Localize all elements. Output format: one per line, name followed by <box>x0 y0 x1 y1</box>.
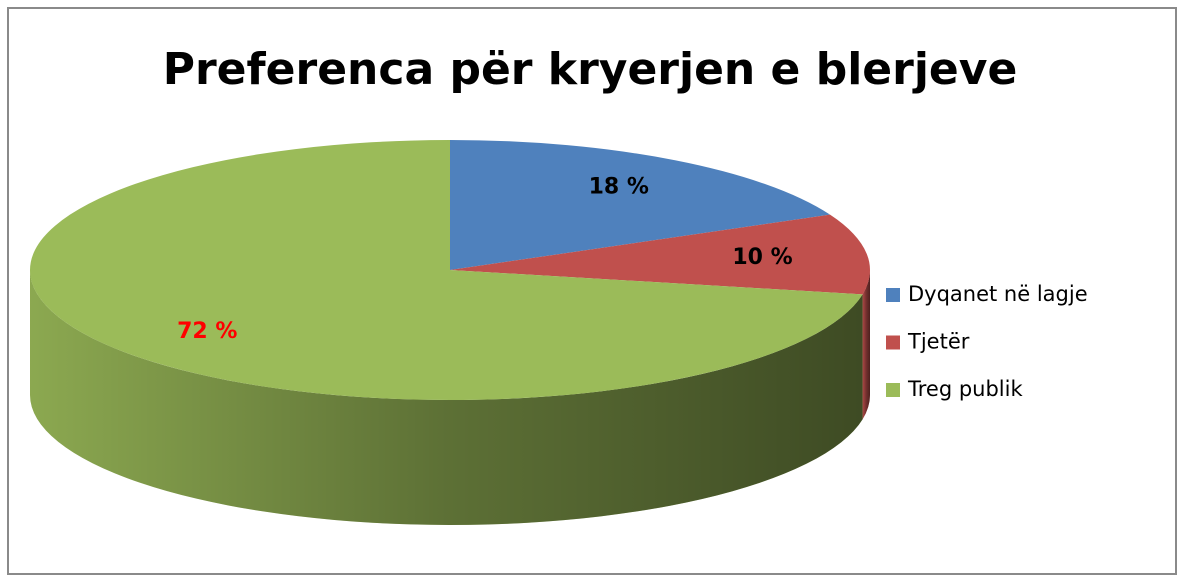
data-label: 10 % <box>732 245 792 270</box>
slice <box>29 140 863 400</box>
slice-side-shade <box>30 270 863 526</box>
slice-side-shade <box>862 270 870 420</box>
legend-label: Treg publik <box>907 377 1023 401</box>
legend-swatch <box>886 288 900 302</box>
legend-swatch <box>886 335 900 350</box>
data-label: 72 % <box>177 319 237 344</box>
legend-label: Tjetër <box>907 330 970 354</box>
slice <box>450 214 870 295</box>
slice <box>450 140 831 270</box>
chart-title: Preferenca për kryerjen e blerjeve <box>163 44 1018 95</box>
data-label: 18 % <box>589 175 649 200</box>
legend-label: Dyqanet në lagje <box>908 282 1088 306</box>
legend-swatch <box>886 383 900 397</box>
